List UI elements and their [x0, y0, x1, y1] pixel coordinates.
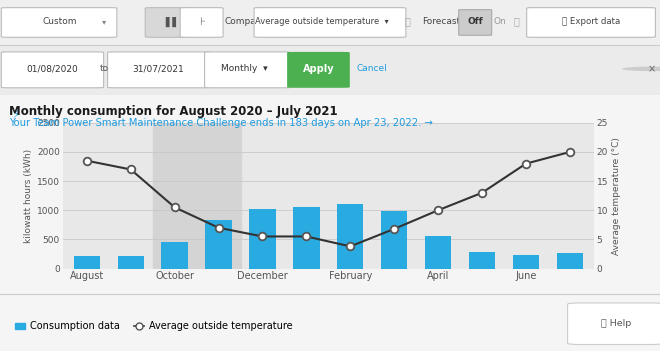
FancyBboxPatch shape: [145, 8, 191, 37]
Text: ▐▐: ▐▐: [161, 16, 176, 27]
Bar: [205, 220, 232, 269]
Text: Custom: Custom: [43, 17, 77, 26]
Text: Average outside temperature  ▾: Average outside temperature ▾: [255, 17, 389, 26]
Text: Your Team Power Smart Maintenance Challenge ends in 183 days on Apr 23, 2022. →: Your Team Power Smart Maintenance Challe…: [9, 118, 432, 127]
Y-axis label: Average temperature (°C): Average temperature (°C): [612, 137, 622, 254]
Text: ⓘ Help: ⓘ Help: [601, 319, 631, 327]
Text: Off: Off: [467, 17, 483, 26]
FancyBboxPatch shape: [459, 10, 492, 35]
FancyBboxPatch shape: [568, 303, 660, 345]
FancyBboxPatch shape: [1, 8, 117, 37]
FancyBboxPatch shape: [1, 52, 104, 88]
Text: ⊦: ⊦: [199, 16, 205, 27]
Text: ⚡: ⚡: [12, 108, 20, 121]
Text: Apply: Apply: [303, 64, 335, 74]
Bar: [556, 253, 583, 269]
Text: Monthly consumption for August 2020 – July 2021: Monthly consumption for August 2020 – Ju…: [9, 105, 337, 118]
Bar: [381, 211, 407, 269]
Bar: [162, 242, 188, 269]
FancyBboxPatch shape: [287, 52, 350, 88]
Text: 📄 Export data: 📄 Export data: [562, 17, 620, 26]
FancyBboxPatch shape: [108, 52, 210, 88]
Circle shape: [622, 67, 660, 71]
Text: Monthly  ▾: Monthly ▾: [221, 64, 267, 73]
FancyBboxPatch shape: [180, 8, 223, 37]
Bar: [249, 209, 276, 269]
Text: 31/07/2021: 31/07/2021: [133, 64, 184, 73]
Bar: [513, 256, 539, 269]
Text: Forecast: Forecast: [422, 17, 461, 26]
Text: ⓘ: ⓘ: [513, 16, 519, 27]
Text: ⓘ: ⓘ: [405, 16, 411, 27]
Bar: [337, 204, 364, 269]
Text: 01/08/2020: 01/08/2020: [26, 64, 78, 73]
Bar: [74, 256, 100, 269]
Legend: Consumption data, Average outside temperature: Consumption data, Average outside temper…: [11, 317, 296, 335]
Text: On: On: [494, 17, 506, 26]
Bar: [293, 207, 319, 269]
FancyBboxPatch shape: [254, 8, 406, 37]
Bar: [117, 256, 144, 269]
Text: ×: ×: [647, 64, 655, 74]
Bar: [469, 252, 495, 269]
Bar: [425, 236, 451, 269]
FancyBboxPatch shape: [527, 8, 655, 37]
Text: ▾: ▾: [102, 17, 106, 26]
FancyBboxPatch shape: [205, 52, 290, 88]
Text: to: to: [100, 64, 109, 73]
Text: Cancel: Cancel: [356, 64, 387, 73]
Text: Compare: Compare: [224, 17, 265, 26]
Bar: [152, 123, 240, 269]
Y-axis label: kilowatt hours (kWh): kilowatt hours (kWh): [24, 148, 33, 243]
